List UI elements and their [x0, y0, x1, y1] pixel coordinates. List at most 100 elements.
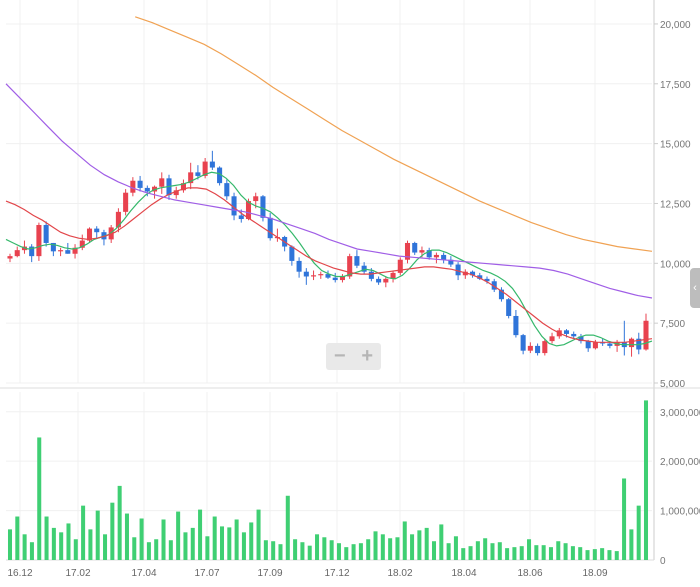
candle-up [253, 196, 259, 202]
candle-down [520, 335, 526, 351]
candle-up [36, 225, 42, 257]
volume-bar [439, 524, 444, 560]
volume-bar [541, 545, 546, 560]
candle-down [368, 271, 374, 279]
candle-up [173, 190, 179, 196]
volume-bar [431, 541, 437, 560]
volume-bar [146, 542, 151, 560]
volume-bar [212, 516, 217, 560]
volume-bar [483, 538, 488, 560]
volume-bar [132, 537, 137, 560]
volume-bar [380, 534, 385, 560]
volume-bar [329, 540, 334, 560]
volume-bar [103, 534, 108, 560]
side-panel-toggle[interactable]: ‹ [690, 268, 700, 308]
candle-down [65, 250, 71, 254]
candle-down [571, 333, 577, 337]
ma-20-line [5, 187, 653, 343]
volume-bar [366, 539, 371, 560]
chevron-left-icon: ‹ [693, 282, 697, 294]
candle-down [470, 271, 476, 276]
volume-bar [570, 546, 575, 560]
volume-bar [190, 527, 195, 560]
volume-panel [7, 400, 649, 560]
candle-up [123, 192, 129, 212]
volume-bar [117, 485, 122, 560]
candle-down [303, 271, 309, 277]
candle-up [419, 250, 425, 253]
volume-bar [15, 516, 20, 560]
volume-bar [227, 527, 232, 560]
zoom-in-button[interactable]: + [361, 345, 374, 367]
volume-tick-label: 1,000,000 [660, 507, 700, 518]
candle-down [29, 246, 35, 257]
volume-bar [124, 513, 129, 560]
price-tick-label: 17,500 [660, 80, 691, 91]
volume-bar [278, 544, 283, 560]
candle-up [311, 275, 317, 277]
candle-down [238, 215, 244, 220]
volume-bar [622, 478, 627, 560]
candle-down [289, 246, 295, 261]
candle-down [217, 167, 223, 184]
volume-bar [307, 545, 312, 560]
volume-tick-label: 2,000,000 [660, 457, 700, 468]
candle-up [7, 256, 13, 259]
volume-bar [161, 519, 166, 560]
candle-down [296, 260, 302, 272]
volume-bar [358, 543, 363, 560]
volume-bar [490, 543, 495, 560]
volume-bar [37, 437, 42, 560]
candle-up [643, 320, 649, 350]
candle-down [484, 278, 490, 282]
volume-bar [88, 529, 93, 560]
candle-up [433, 254, 439, 258]
volume-bar [410, 534, 415, 560]
volume-bar [81, 505, 86, 560]
candle-down [376, 278, 382, 283]
volume-bar [417, 530, 422, 560]
price-tick-label: 5,000 [660, 379, 685, 390]
volume-bar [168, 540, 173, 560]
candle-down [441, 254, 447, 260]
candle-up [245, 201, 252, 220]
volume-bar [527, 539, 532, 560]
volume-bar [373, 531, 378, 560]
candle-down [563, 330, 570, 334]
candle-down [325, 274, 331, 278]
candle-up [14, 250, 20, 257]
zoom-out-button[interactable]: − [333, 345, 346, 367]
volume-bar [110, 502, 115, 560]
volume-bar [241, 532, 246, 560]
candle-down [607, 343, 613, 346]
volume-bar [154, 539, 159, 560]
x-tick-label: 17.12 [324, 568, 349, 579]
candle-down [426, 250, 432, 258]
candle-up [188, 172, 194, 184]
candle-down [498, 289, 504, 300]
volume-bar [629, 529, 634, 560]
price-tick-label: 12,500 [660, 199, 691, 210]
volume-bar [7, 529, 13, 560]
candle-down [195, 172, 201, 176]
candle-down [267, 217, 273, 239]
volume-bar [205, 536, 210, 560]
candle-up [542, 341, 548, 354]
volume-bar [388, 538, 393, 560]
candle-up [383, 278, 389, 283]
volume-bar [497, 542, 502, 560]
candle-up [58, 250, 64, 252]
ma-5-line [5, 171, 653, 347]
volume-bar [446, 543, 451, 560]
moving-average-lines [5, 16, 653, 347]
grid-lines [6, 0, 652, 561]
candle-up [318, 274, 324, 276]
volume-bar [351, 544, 356, 560]
candle-up [397, 259, 403, 273]
volume-bar [256, 509, 261, 560]
volume-bar [592, 549, 597, 560]
candle-up [115, 211, 121, 228]
volume-bar [475, 541, 480, 560]
